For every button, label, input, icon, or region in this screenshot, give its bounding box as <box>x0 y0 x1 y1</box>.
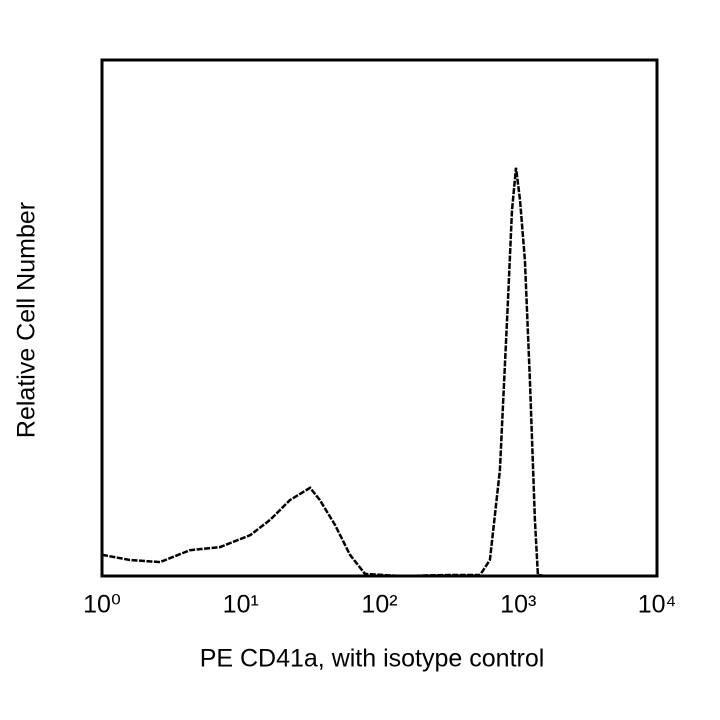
x-tick-label: 10² <box>361 591 397 619</box>
plot-frame <box>100 58 659 578</box>
x-axis-label: PE CD41a, with isotype control <box>200 645 545 673</box>
histogram-line <box>101 167 657 578</box>
x-tick-label: 10⁴ <box>638 591 677 619</box>
x-tick-label: 10³ <box>500 591 536 619</box>
x-tick-label: 10⁰ <box>83 591 121 619</box>
x-tick-label: 10¹ <box>223 591 259 619</box>
y-axis-label: Relative Cell Number <box>13 202 41 438</box>
